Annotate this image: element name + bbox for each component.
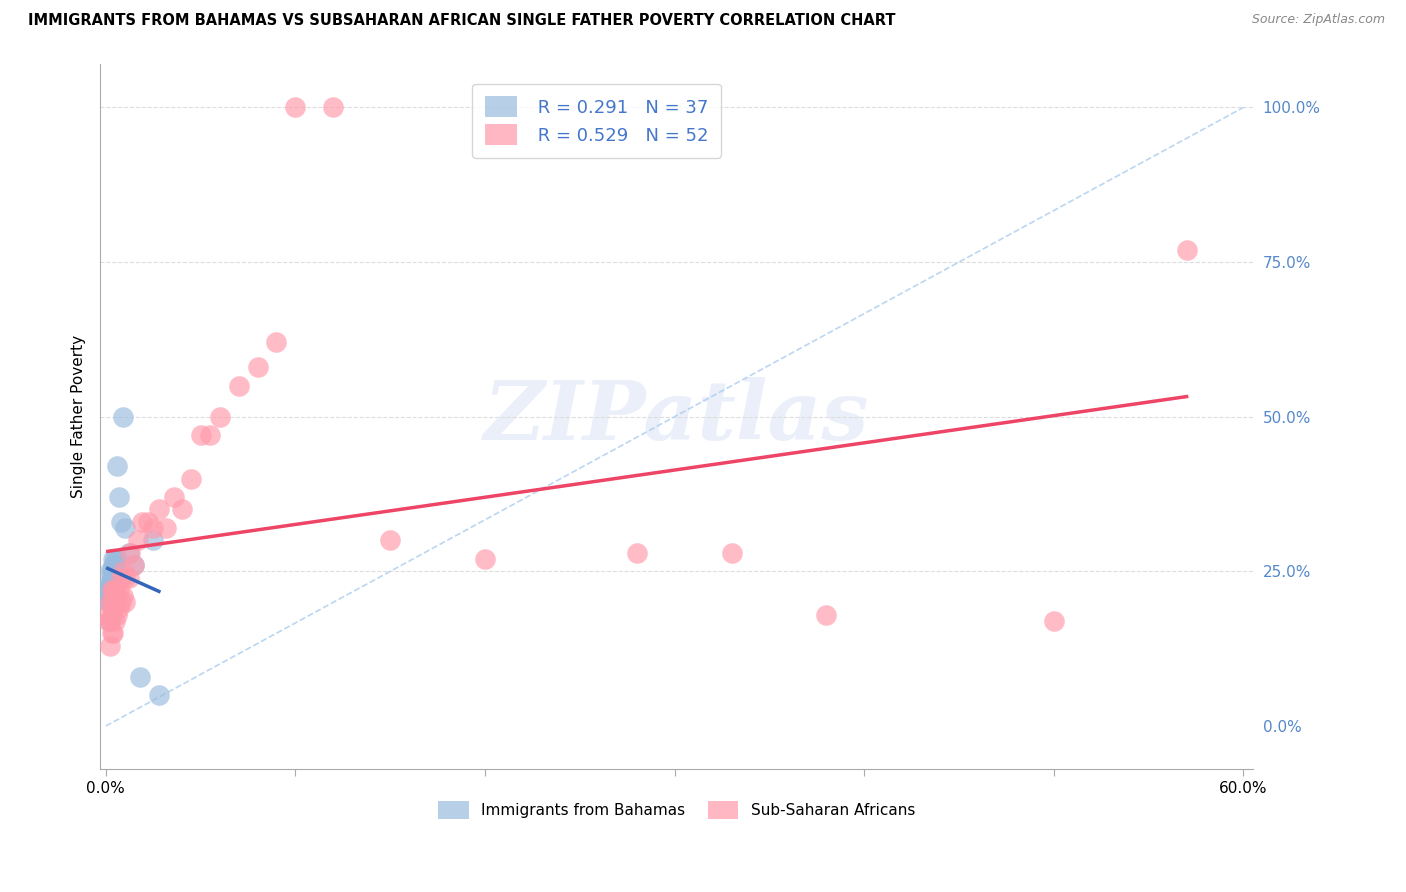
Point — [100, 595, 122, 609]
Point — [117, 546, 139, 560]
Point — [148, 688, 170, 702]
Point — [105, 589, 128, 603]
Point — [142, 533, 165, 548]
Y-axis label: Single Father Poverty: Single Father Poverty — [72, 335, 86, 499]
Point — [103, 558, 125, 573]
Point — [122, 558, 145, 573]
Point — [1043, 614, 1066, 628]
Point — [129, 669, 152, 683]
Point — [105, 607, 128, 622]
Point — [104, 614, 127, 628]
Point — [98, 582, 121, 597]
Point — [103, 565, 125, 579]
Point — [155, 521, 177, 535]
Legend: Immigrants from Bahamas, Sub-Saharan Africans: Immigrants from Bahamas, Sub-Saharan Afr… — [432, 796, 921, 825]
Point — [114, 570, 136, 584]
Point — [105, 459, 128, 474]
Point — [100, 565, 122, 579]
Point — [180, 471, 202, 485]
Point — [100, 582, 122, 597]
Point — [98, 595, 121, 609]
Point — [815, 607, 838, 622]
Point — [100, 576, 122, 591]
Point — [122, 558, 145, 573]
Point — [100, 595, 122, 609]
Point — [626, 546, 648, 560]
Point — [136, 515, 159, 529]
Point — [100, 570, 122, 584]
Point — [108, 582, 131, 597]
Point — [163, 490, 186, 504]
Point — [98, 576, 121, 591]
Point — [97, 595, 120, 609]
Point — [97, 607, 120, 622]
Point — [103, 601, 125, 615]
Point — [198, 428, 221, 442]
Point — [100, 607, 122, 622]
Point — [98, 589, 121, 603]
Point — [98, 614, 121, 628]
Point — [142, 521, 165, 535]
Point — [131, 515, 153, 529]
Point — [100, 570, 122, 584]
Point — [108, 490, 131, 504]
Point — [97, 614, 120, 628]
Point — [100, 626, 122, 640]
Point — [111, 409, 134, 424]
Point — [114, 595, 136, 609]
Point — [100, 582, 122, 597]
Text: Source: ZipAtlas.com: Source: ZipAtlas.com — [1251, 13, 1385, 27]
Text: ZIPatlas: ZIPatlas — [484, 376, 869, 457]
Point — [97, 576, 120, 591]
Point — [114, 521, 136, 535]
Point — [98, 639, 121, 653]
Point — [104, 558, 127, 573]
Point — [117, 570, 139, 584]
Point — [103, 552, 125, 566]
Point — [103, 570, 125, 584]
Point — [103, 626, 125, 640]
Point — [474, 552, 496, 566]
Point — [120, 546, 142, 560]
Point — [322, 100, 344, 114]
Point — [380, 533, 402, 548]
Point — [97, 582, 120, 597]
Point — [98, 565, 121, 579]
Point — [110, 595, 132, 609]
Point — [110, 515, 132, 529]
Point — [228, 378, 250, 392]
Point — [104, 565, 127, 579]
Point — [103, 576, 125, 591]
Point — [103, 582, 125, 597]
Point — [98, 614, 121, 628]
Point — [111, 589, 134, 603]
Point — [110, 570, 132, 584]
Point — [104, 552, 127, 566]
Point — [246, 360, 269, 375]
Point — [100, 582, 122, 597]
Point — [98, 595, 121, 609]
Point — [103, 582, 125, 597]
Point — [105, 552, 128, 566]
Point — [108, 601, 131, 615]
Point — [104, 595, 127, 609]
Point — [208, 409, 231, 424]
Point — [720, 546, 742, 560]
Point — [284, 100, 307, 114]
Point — [127, 533, 149, 548]
Text: IMMIGRANTS FROM BAHAMAS VS SUBSAHARAN AFRICAN SINGLE FATHER POVERTY CORRELATION : IMMIGRANTS FROM BAHAMAS VS SUBSAHARAN AF… — [28, 13, 896, 29]
Point — [170, 502, 193, 516]
Point — [100, 589, 122, 603]
Point — [111, 565, 134, 579]
Point — [1175, 243, 1198, 257]
Point — [190, 428, 212, 442]
Point — [148, 502, 170, 516]
Point — [266, 335, 288, 350]
Point — [104, 582, 127, 597]
